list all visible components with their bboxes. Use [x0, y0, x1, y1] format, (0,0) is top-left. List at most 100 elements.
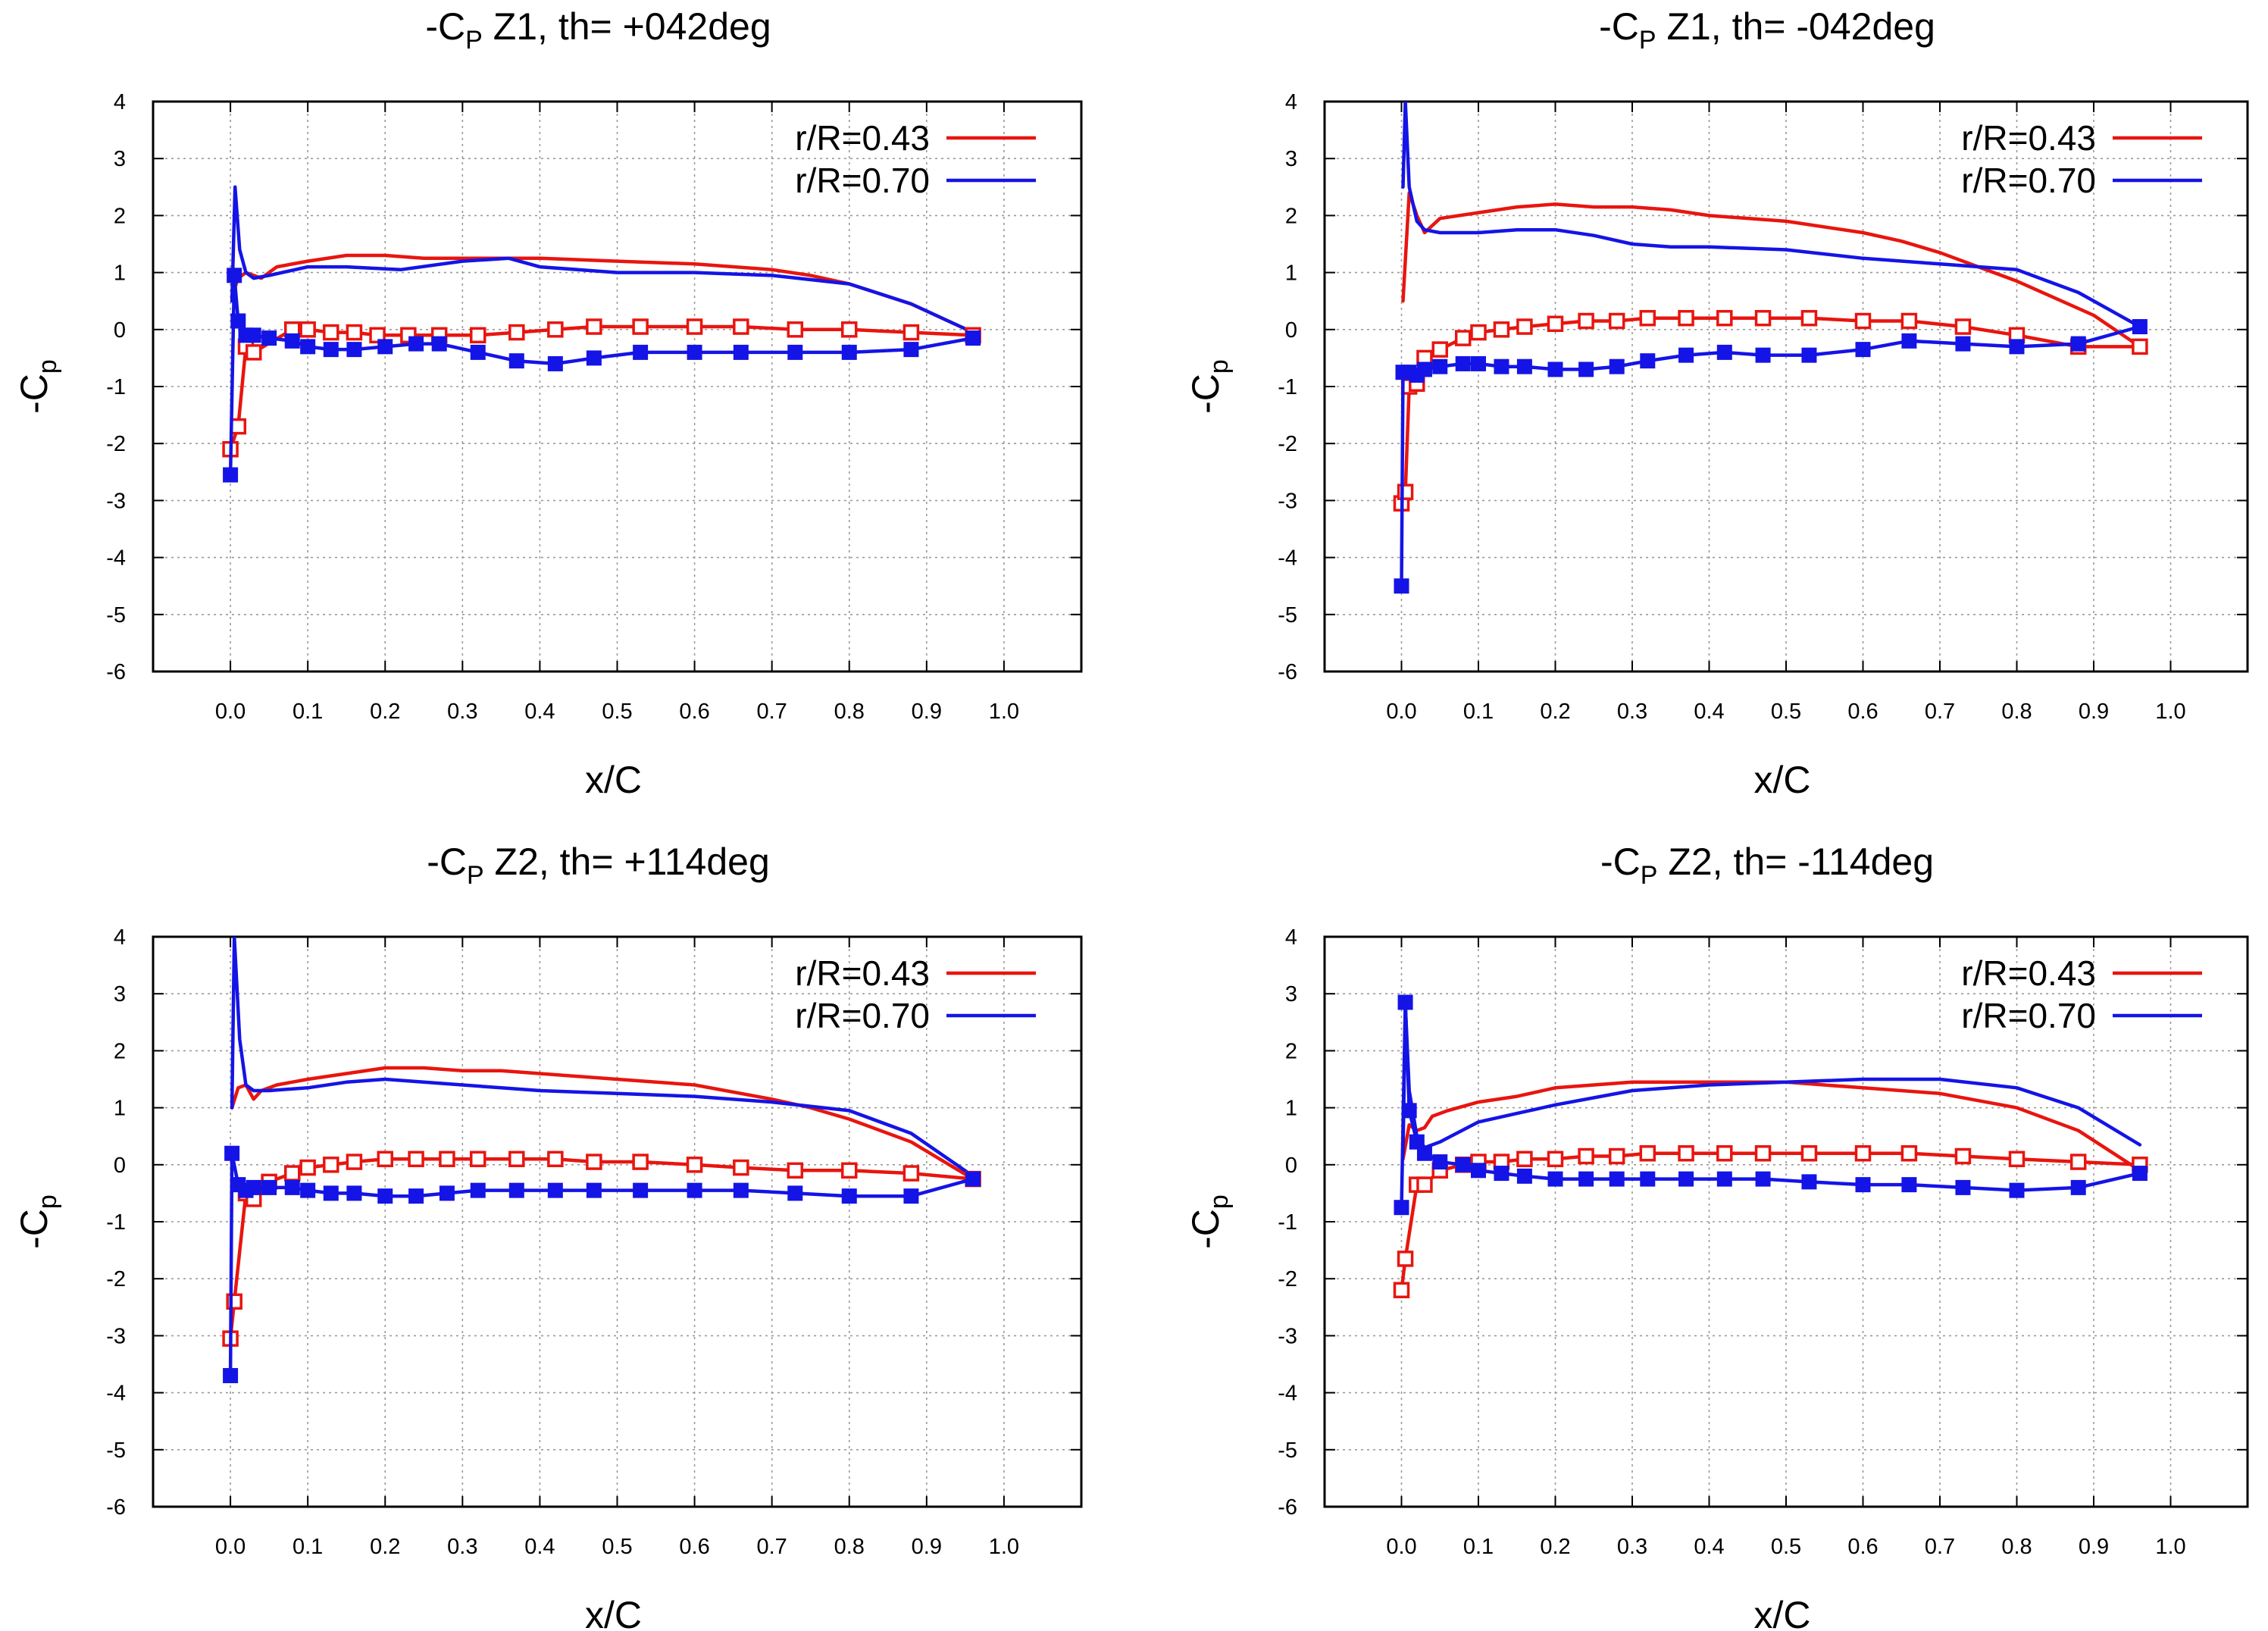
series-r043-point [1900, 1145, 1918, 1162]
y-tick-label: 0 [1285, 1154, 1297, 1178]
series-r070-point [439, 1185, 455, 1201]
chart-title-rest: Z2, th= +114deg [484, 841, 770, 883]
series-r070-point [733, 1182, 749, 1198]
data-layer [1393, 994, 2148, 1298]
x-tick-label: 0.4 [1694, 700, 1724, 724]
chart-title-prefix: -C [425, 5, 465, 48]
x-tick-label: 0.0 [215, 1535, 246, 1559]
series-r070-point [841, 344, 857, 360]
series-r070-point [841, 1188, 857, 1204]
grid [153, 937, 1081, 1507]
y-tick-label: 0 [114, 318, 126, 343]
y-tick-label: 0 [1285, 318, 1297, 343]
series-r070-point [1955, 336, 1971, 352]
x-tick-label: 1.0 [2155, 700, 2185, 724]
y-tick-label: 3 [114, 982, 126, 1006]
series-r070-point [1471, 1163, 1486, 1179]
series-r070-point [2132, 319, 2148, 335]
series-r070-point [1516, 1168, 1532, 1184]
series-r043-point [1900, 312, 1918, 330]
chart-title-sub: P [1639, 26, 1656, 55]
x-tick-label: 0.9 [2079, 1535, 2109, 1559]
series-r070-point [1801, 1174, 1817, 1190]
series-r043-point [1578, 312, 1594, 330]
legend: r/R=0.43r/R=0.70 [1961, 953, 2202, 1035]
x-tick-label: 0.8 [2001, 1535, 2032, 1559]
x-tick-label: 0.4 [524, 700, 555, 724]
chart-title-rest: Z2, th= -114deg [1657, 841, 1934, 883]
series-r070-point [1955, 1179, 1971, 1195]
legend: r/R=0.43r/R=0.70 [795, 118, 1036, 200]
x-tick-label: 0.8 [834, 700, 865, 724]
series-r070-point [1901, 333, 1917, 349]
series-r043-point [284, 1165, 301, 1182]
series-r043-point [1454, 330, 1472, 346]
series-r070-point [470, 344, 486, 360]
chart-title-sub: P [465, 26, 483, 55]
x-axis-label: x/C [1754, 759, 1811, 801]
series-r043-point [1754, 310, 1772, 327]
series-r043-point [1678, 1145, 1694, 1162]
x-tick-label: 0.4 [524, 1535, 555, 1559]
series-r070-point [1678, 347, 1694, 363]
y-tick-label: 2 [114, 204, 126, 228]
x-tick-label: 0.7 [1925, 700, 1955, 724]
y-tick-label: -6 [1278, 660, 1297, 684]
series-r070-point [1609, 1171, 1625, 1187]
legend-label: r/R=0.70 [1961, 996, 2096, 1035]
y-tick-label: -6 [106, 1495, 126, 1520]
series-r043-point [1516, 1150, 1533, 1168]
y-tick-label: -2 [1278, 432, 1297, 456]
series-r070-line [230, 937, 975, 1179]
chart-title: -CP Z1, th= +042deg [425, 5, 771, 55]
y-axis-label-prefix: -C [1184, 1209, 1227, 1249]
y-axis-label: -Cp [13, 1194, 62, 1249]
series-r070-point [1755, 347, 1771, 363]
series-r043-point [841, 321, 858, 338]
series-r043-point [686, 318, 703, 335]
series-r043-point [1516, 318, 1533, 335]
series-r070-point [300, 339, 316, 355]
series-r070-point [1471, 355, 1486, 371]
chart-panel-4: 0.0 0.1 0.2 0.3 0.4 0.5 0.6 0.7 0.8 0.9 1.0 4 3 2 1 0 -1… [1184, 841, 2249, 1631]
series-r070-point [1432, 358, 1448, 374]
series-r070-point [431, 336, 447, 352]
series-r070-point [1401, 1103, 1417, 1119]
series-r070-point [1409, 1134, 1425, 1150]
series-r070-point [633, 1182, 649, 1198]
y-tick-label: -1 [106, 375, 126, 399]
x-tick-label: 0.6 [1847, 700, 1878, 724]
series-r070-point [1901, 1177, 1917, 1193]
chart-title: -CP Z1, th= -042deg [1599, 5, 1935, 55]
series-r070-point [687, 1182, 702, 1198]
x-tick-label: 0.9 [912, 1535, 942, 1559]
chart-title-prefix: -C [1600, 841, 1641, 883]
series-r043-point [508, 1150, 525, 1168]
series-r070-point [547, 355, 563, 371]
series-r070-point [323, 1185, 339, 1201]
x-tick-label: 0.2 [370, 1535, 400, 1559]
legend-label: r/R=0.70 [795, 996, 930, 1035]
series-r070-point [1547, 1171, 1563, 1187]
x-tick-label: 0.6 [679, 700, 709, 724]
y-tick-label: -3 [1278, 489, 1297, 513]
y-axis-label-prefix: -C [13, 1209, 55, 1249]
chart-title-sub: P [467, 861, 484, 890]
series-r070-point [787, 344, 803, 360]
y-tick-label: 2 [1285, 204, 1297, 228]
series-r070-point [1716, 344, 1732, 360]
x-tick-label: 0.5 [1771, 1535, 1801, 1559]
series-r070-point [1394, 1200, 1409, 1216]
series-r070-point [965, 330, 981, 346]
series-r043-point [1493, 321, 1510, 338]
series-r070-point [261, 1179, 277, 1195]
y-tick-label: -3 [106, 1324, 126, 1348]
series-r070-point [1455, 1157, 1471, 1172]
series-r043-point [1954, 1147, 1972, 1165]
y-axis-label: -Cp [1184, 359, 1234, 414]
chart-title-prefix: -C [427, 841, 467, 883]
series-r070-line [1401, 102, 2142, 329]
series-r043-point [346, 1154, 363, 1170]
series-r043-point [547, 1150, 564, 1168]
series-r043-point [1754, 1145, 1772, 1162]
